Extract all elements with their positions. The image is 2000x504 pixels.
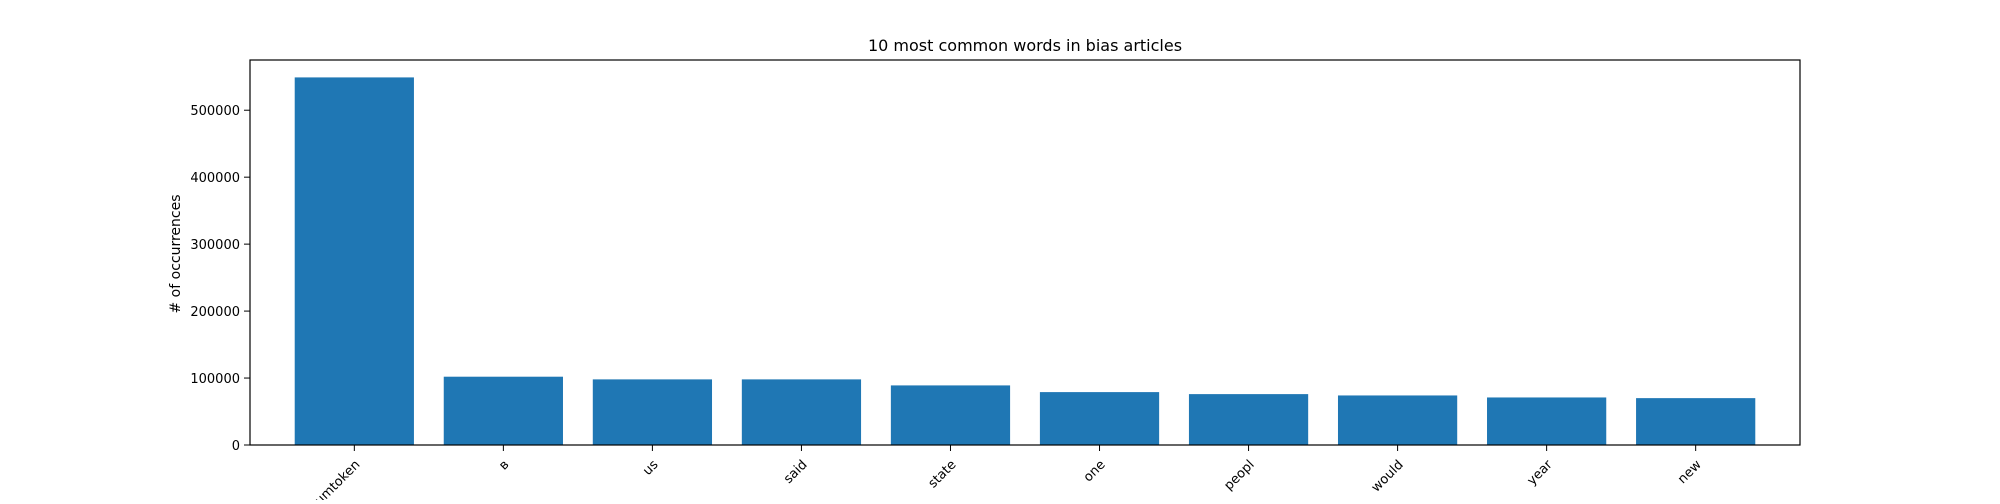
bar-us bbox=[592, 379, 713, 445]
bars-layer bbox=[294, 77, 1756, 446]
bar-one bbox=[1039, 392, 1160, 445]
y-tick-label: 200000 bbox=[190, 305, 240, 320]
bar-new bbox=[1636, 398, 1756, 445]
plot-frame bbox=[249, 59, 1801, 446]
x-tick-label-peopl: peopl bbox=[1221, 457, 1257, 493]
x-tick-label-said: said bbox=[781, 457, 810, 486]
bar-state bbox=[890, 385, 1011, 445]
bar-peopl bbox=[1188, 394, 1309, 445]
x-tick-label-would: would bbox=[1369, 457, 1407, 495]
x-tick-label-one: one bbox=[1081, 457, 1109, 485]
y-axis-label: # of occurrences bbox=[168, 194, 184, 313]
y-tick-label: 500000 bbox=[190, 104, 240, 119]
x-tick-label-state: state bbox=[926, 457, 960, 491]
bar-в bbox=[443, 376, 563, 445]
x-tick-label-new: new bbox=[1675, 457, 1705, 487]
y-tick-label: 100000 bbox=[190, 372, 240, 387]
bar-year bbox=[1487, 397, 1607, 445]
x-axis-ticks: numtoken в us said state one peopl would year new bbox=[306, 445, 1705, 504]
y-tick-label: 400000 bbox=[190, 171, 240, 186]
chart-title: 10 most common words in bias articles bbox=[868, 36, 1182, 55]
x-tick-label-numtoken: numtoken bbox=[306, 457, 363, 500]
y-tick-label: 0 bbox=[232, 439, 240, 454]
bar-numtoken bbox=[294, 77, 414, 446]
x-tick-label-year: year bbox=[1525, 457, 1557, 489]
y-tick-label: 300000 bbox=[190, 238, 240, 253]
bar-said bbox=[741, 379, 862, 445]
x-tick-label-us: us bbox=[640, 457, 661, 478]
y-axis-ticks: 0 100000 200000 300000 400000 500000 bbox=[190, 104, 250, 454]
x-tick-label-в: в bbox=[496, 457, 512, 473]
bar-would bbox=[1337, 395, 1458, 445]
